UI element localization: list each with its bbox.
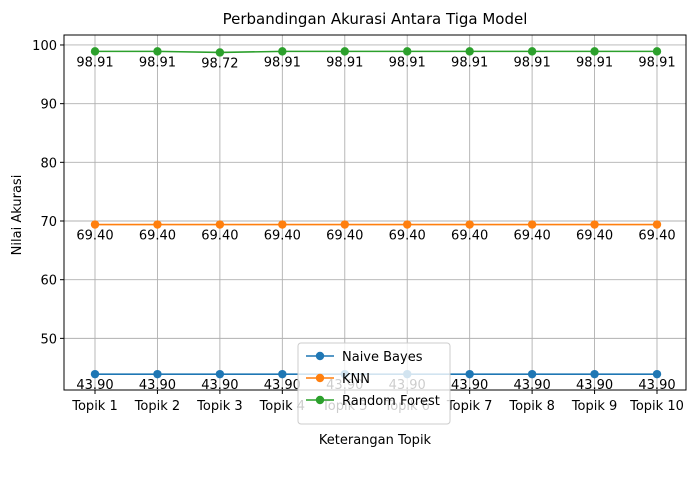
data-point: [215, 369, 225, 379]
legend-entry: Naive Bayes: [342, 350, 423, 365]
x-tick-label: Topik 8: [508, 399, 554, 414]
data-label: 43.90: [264, 378, 301, 393]
data-point: [652, 369, 662, 379]
data-point: [652, 47, 662, 56]
x-tick-label: Topik 2: [134, 399, 180, 414]
data-point: [340, 47, 349, 56]
data-point: [403, 220, 412, 229]
data-label: 69.40: [201, 229, 238, 244]
data-label: 98.91: [326, 55, 363, 70]
data-label: 69.40: [139, 229, 176, 244]
legend: Naive Bayes KNN Random Forest: [297, 342, 451, 425]
x-tick-label: Topik 7: [446, 399, 492, 414]
data-point: [465, 47, 474, 56]
data-label: 69.40: [638, 229, 675, 244]
data-point: [90, 47, 100, 56]
data-label: 98.91: [638, 55, 675, 70]
y-tick-label: 90: [40, 98, 57, 113]
data-point: [278, 220, 287, 229]
data-point: [340, 220, 349, 229]
data-point: [527, 47, 537, 56]
data-label: 98.91: [576, 55, 613, 70]
data-point: [527, 220, 537, 229]
data-point: [590, 369, 599, 379]
y-tick-label: 60: [40, 274, 57, 289]
legend-marker: [315, 351, 325, 361]
y-tick-label: 100: [32, 39, 57, 54]
data-label: 98.91: [139, 55, 176, 70]
series-lines: [90, 47, 662, 379]
data-label: 69.40: [451, 229, 488, 244]
data-label: 98.91: [264, 55, 301, 70]
data-point: [278, 369, 287, 379]
series-line: [95, 50, 657, 54]
data-label: 69.40: [264, 229, 301, 244]
y-tick-label: 80: [40, 156, 57, 171]
x-tick-label: Topik 10: [629, 399, 684, 414]
data-point: [465, 220, 474, 229]
legend-marker: [315, 395, 325, 405]
legend-box: [297, 342, 451, 425]
y-tick-label: 50: [40, 332, 57, 347]
data-label: 43.90: [451, 378, 488, 393]
y-axis-title: Nilai Akurasi: [10, 175, 25, 256]
data-label: 69.40: [389, 229, 426, 244]
data-point: [153, 369, 162, 379]
data-label: 98.72: [201, 56, 238, 71]
data-label: 69.40: [326, 229, 363, 244]
data-point: [527, 369, 537, 379]
data-label: 43.90: [76, 378, 113, 393]
data-point: [153, 220, 162, 229]
data-label: 98.91: [76, 55, 113, 70]
data-label: 69.40: [76, 229, 113, 244]
x-tick-label: Topik 1: [71, 399, 117, 414]
data-point: [215, 48, 225, 57]
data-point: [278, 47, 287, 56]
data-label: 43.90: [514, 378, 551, 393]
data-label: 43.90: [201, 378, 238, 393]
y-tick-label: 70: [40, 215, 57, 230]
data-label: 98.91: [451, 55, 488, 70]
y-axis: 50 60 70 80 90 100: [32, 39, 64, 347]
data-label: 98.91: [389, 55, 426, 70]
x-tick-label: Topik 3: [196, 399, 242, 414]
data-point: [590, 220, 599, 229]
data-point: [652, 220, 662, 229]
data-label: 43.90: [576, 378, 613, 393]
data-point: [403, 47, 412, 56]
data-point: [153, 47, 162, 56]
legend-entry: KNN: [342, 372, 370, 387]
data-point: [215, 220, 225, 229]
data-labels: 43.90 43.90 43.90 43.90 43.90 43.90 43.90 43.90…: [76, 55, 675, 393]
x-tick-label: Topik 4: [259, 399, 305, 414]
data-point: [90, 220, 100, 229]
legend-entry: Random Forest: [342, 394, 440, 409]
data-label: 43.90: [139, 378, 176, 393]
data-point: [465, 369, 474, 379]
data-label: 69.40: [514, 229, 551, 244]
chart-title: Perbandingan Akurasi Antara Tiga Model: [223, 10, 528, 28]
data-point: [90, 369, 100, 379]
data-label: 69.40: [576, 229, 613, 244]
data-label: 98.91: [514, 55, 551, 70]
legend-marker: [315, 373, 325, 383]
data-label: 43.90: [638, 378, 675, 393]
x-tick-label: Topik 9: [571, 399, 617, 414]
x-axis-title: Keterangan Topik: [319, 433, 432, 448]
data-point: [590, 47, 599, 56]
grid-lines: [64, 35, 686, 390]
